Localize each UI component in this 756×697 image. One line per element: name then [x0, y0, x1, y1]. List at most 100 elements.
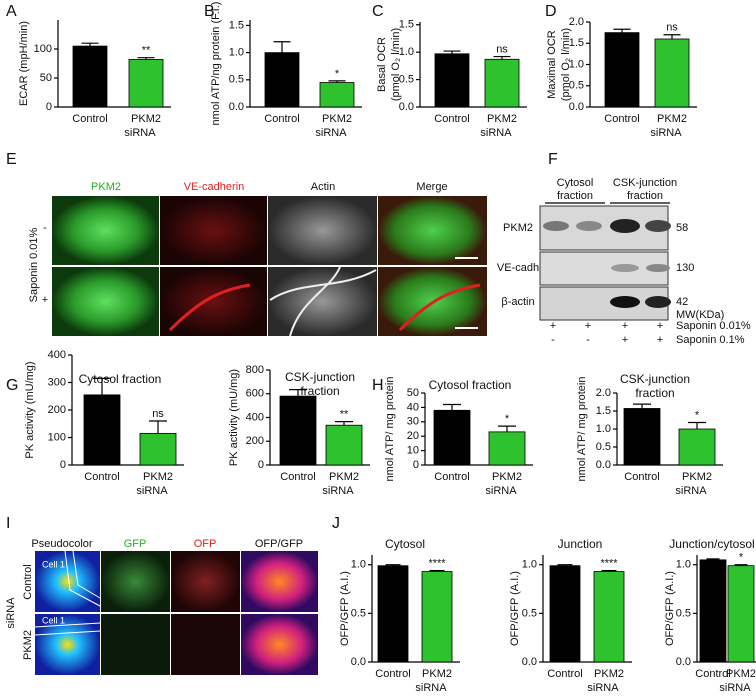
band-label: β-actin	[501, 296, 534, 308]
x-tick-label: Control	[695, 668, 730, 680]
y-tick-label: 1.0	[569, 58, 584, 70]
x-axis-label: siRNA	[719, 682, 751, 694]
micrograph	[101, 614, 170, 675]
junction-stain	[168, 283, 481, 332]
column-label: GFP	[124, 538, 147, 550]
x-tick-label: Control	[84, 471, 119, 483]
y-axis-label: OFP/GFP (A.I.)	[339, 571, 351, 646]
treatment-label: Saponin 0.1%	[676, 334, 745, 346]
bar	[279, 395, 317, 466]
panel-letter: E	[6, 151, 17, 168]
panel-letter: G	[6, 377, 18, 394]
y-tick-label: 0.5	[676, 607, 691, 619]
bar	[325, 424, 363, 466]
y-tick-label: 1.5	[399, 19, 414, 31]
panel-letter: H	[372, 377, 384, 394]
bar	[128, 59, 164, 108]
chart-title: CSK-junction	[620, 372, 690, 386]
x-tick-label: PKM2	[492, 471, 522, 483]
y-axis-label: PK activity (mU/mg)	[24, 361, 36, 458]
x-axis-label: siRNA	[315, 127, 347, 139]
group-label: fraction	[627, 190, 663, 202]
bar	[604, 32, 640, 108]
x-tick-label: PKM2	[131, 113, 161, 125]
column-label: Pseudocolor	[31, 538, 92, 550]
bar	[699, 559, 727, 663]
x-axis-label: siRNA	[480, 127, 512, 139]
y-axis-label: nmol ATP/ mg protein	[384, 377, 396, 482]
y-tick-label: 1.0	[676, 559, 691, 571]
x-axis-label: siRNA	[587, 682, 619, 694]
y-tick-label: 30	[407, 416, 419, 428]
column-label: PKM2	[91, 181, 121, 193]
lane-sign: +	[622, 334, 628, 346]
group-label: CSK-junction	[613, 177, 677, 189]
bar	[377, 565, 409, 663]
y-tick-label: 1.0	[351, 559, 366, 571]
lane-sign: +	[585, 320, 591, 332]
y-tick-label: 200	[48, 404, 66, 416]
x-tick-label: Control	[547, 668, 582, 680]
bar	[264, 52, 300, 108]
mw-label: 130	[676, 262, 694, 274]
y-tick-label: 0	[60, 459, 66, 471]
bar	[83, 394, 121, 466]
y-tick-label: 1.5	[229, 19, 244, 31]
y-tick-label: 300	[48, 376, 66, 388]
bar	[319, 82, 355, 108]
y-tick-label: 1.0	[596, 423, 611, 435]
y-tick-label: 1.0	[229, 47, 244, 59]
y-tick-label: 1.0	[522, 559, 537, 571]
y-axis-label: PK activity (mU/mg)	[228, 369, 240, 466]
panel-letter: A	[6, 3, 17, 20]
x-axis-label: siRNA	[322, 485, 354, 497]
chart-title: CSK-junction	[285, 370, 355, 384]
x-tick-label: Control	[72, 113, 107, 125]
band	[610, 296, 640, 308]
y-tick-label: 800	[246, 364, 264, 376]
row-label: Control	[22, 564, 34, 599]
bar	[139, 432, 177, 466]
band	[611, 264, 639, 272]
chart-title: Junction/cytosol	[669, 537, 754, 551]
significance: ns	[666, 22, 678, 34]
y-tick-label: 0.5	[229, 74, 244, 86]
column-label: OFP	[194, 538, 217, 550]
micrograph	[101, 551, 170, 612]
chart-title: Cytosol fraction	[429, 378, 512, 392]
chart-title: Cytosol fraction	[79, 372, 162, 386]
cell-label: Cell 1	[42, 615, 65, 625]
significance: ns	[496, 43, 508, 55]
band	[645, 220, 671, 232]
y-tick-label: 50	[40, 72, 52, 84]
micrograph	[160, 267, 267, 336]
bar	[434, 53, 470, 108]
x-axis-label: siRNA	[124, 127, 156, 139]
y-axis-label: (pmol O₂ l/min)	[560, 28, 572, 101]
x-tick-label: PKM2	[329, 471, 359, 483]
band-label: PKM2	[503, 222, 533, 234]
significance: *	[505, 413, 510, 425]
mw-label: 58	[676, 222, 688, 234]
chart-title: fraction	[300, 384, 339, 398]
x-tick-label: PKM2	[726, 668, 756, 680]
significance: *	[695, 409, 700, 421]
y-tick-label: 0.5	[596, 441, 611, 453]
significance: ns	[152, 408, 164, 420]
micrograph	[171, 551, 240, 612]
x-tick-label: Control	[375, 668, 410, 680]
significance: *	[335, 68, 340, 80]
y-tick-label: 0.5	[351, 607, 366, 619]
bar	[488, 431, 526, 466]
bar	[72, 45, 108, 108]
bar	[678, 428, 716, 466]
y-axis-label: Basal OCR	[376, 37, 388, 92]
y-axis-label: OFP/GFP (A.I.)	[664, 571, 676, 646]
panel-e: PKM2 VE-cadherin Actin Merge Saponin 0.0…	[28, 181, 487, 337]
x-tick-label: Control	[434, 471, 469, 483]
y-tick-label: 40	[407, 401, 419, 413]
chart-title: Junction	[558, 537, 603, 551]
band	[646, 264, 670, 272]
x-tick-label: PKM2	[682, 471, 712, 483]
